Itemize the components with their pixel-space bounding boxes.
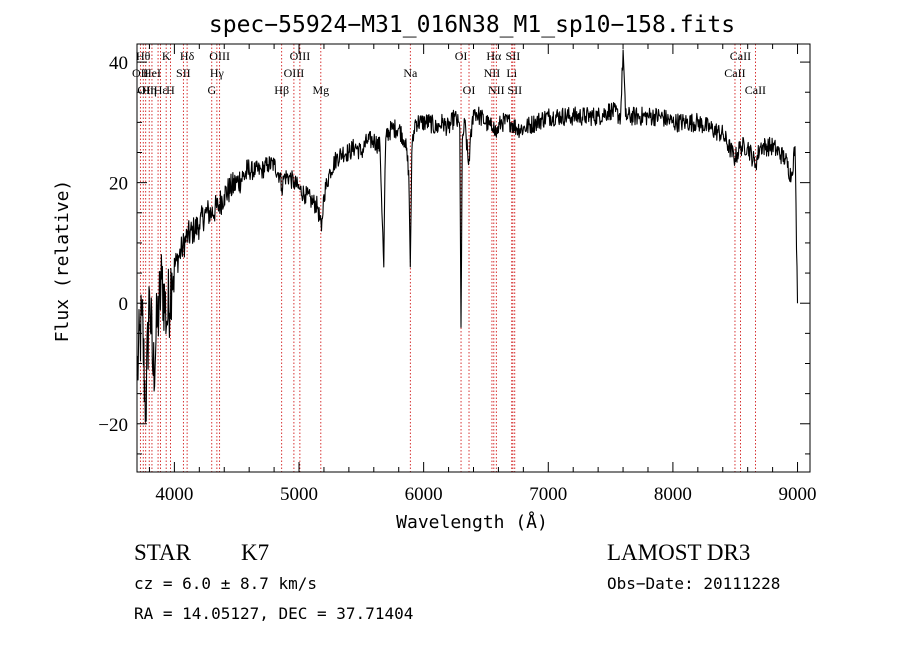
x-tick-label: 6000	[405, 484, 443, 505]
line-label-12: Hγ	[210, 66, 225, 80]
line-label-11: G	[207, 83, 216, 97]
line-label-23: NII	[488, 83, 505, 97]
line-label-27: CaII	[724, 66, 745, 80]
y-tick-label: 20	[109, 174, 128, 195]
line-label-21: NII	[484, 66, 501, 80]
redshift-velocity: cz = 6.0 ± 8.7 km/s	[134, 574, 317, 593]
y-tick-label: −20	[98, 415, 128, 436]
line-label-10: Hδ	[180, 49, 195, 63]
line-label-1: Hθ	[136, 49, 151, 63]
line-label-28: CaII	[730, 49, 751, 63]
y-axis-label: Flux (relative)	[52, 180, 73, 343]
chart-title: spec−55924−M31_016N38_M1_sp10−158.fits	[209, 12, 735, 38]
x-tick-label: 5000	[280, 484, 318, 505]
ra-dec-coordinates: RA = 14.05127, DEC = 37.71404	[134, 604, 413, 623]
line-label-3: Hη	[142, 83, 157, 97]
line-label-8: H	[166, 83, 175, 97]
x-tick-label: 8000	[654, 484, 692, 505]
line-label-7: K	[162, 49, 171, 63]
line-label-18: Na	[403, 66, 418, 80]
line-label-6: Hε	[154, 83, 168, 97]
object-subclass: K7	[241, 540, 269, 565]
y-tick-label: 0	[119, 294, 129, 315]
y-tick-label: 40	[109, 53, 128, 74]
line-label-26: SII	[507, 83, 522, 97]
line-label-4: HeI	[143, 66, 161, 80]
x-tick-label: 9000	[779, 484, 817, 505]
line-label-14: Hβ	[274, 83, 289, 97]
x-axis-label: Wavelength (Å)	[396, 511, 548, 533]
line-label-25: SII	[506, 49, 521, 63]
line-label-22: Hα	[486, 49, 502, 63]
line-label-0: OII	[132, 66, 149, 80]
line-label-17: Mg	[312, 83, 329, 97]
line-label-9: SII	[176, 66, 191, 80]
object-class: STAR	[134, 540, 192, 565]
plot-frame	[136, 43, 811, 473]
y-axis-ticks: −20 0 20 40	[98, 53, 810, 455]
line-label-2: OII	[137, 83, 154, 97]
x-tick-label: 7000	[529, 484, 567, 505]
observation-date: Obs−Date: 20111228	[607, 574, 780, 593]
x-tick-label: 4000	[155, 484, 193, 505]
line-label-13: OIII	[209, 49, 230, 63]
x-axis-ticks: 4000 5000 6000 7000 8000 9000	[148, 44, 817, 505]
spectral-line-labels: OIIHθOIIHηHeIHεKHSIIHδGHγOIIIHβOIIIOIIIM…	[132, 49, 766, 97]
line-label-24: Li	[506, 66, 517, 80]
spectrum-line	[136, 49, 799, 423]
survey-name: LAMOST DR3	[607, 540, 750, 565]
line-label-15: OIII	[284, 66, 305, 80]
line-label-19: OI	[455, 49, 468, 63]
line-label-16: OIII	[290, 49, 311, 63]
line-label-20: OI	[463, 83, 476, 97]
line-label-29: CaII	[745, 83, 766, 97]
spectral-line-markers	[139, 44, 756, 472]
